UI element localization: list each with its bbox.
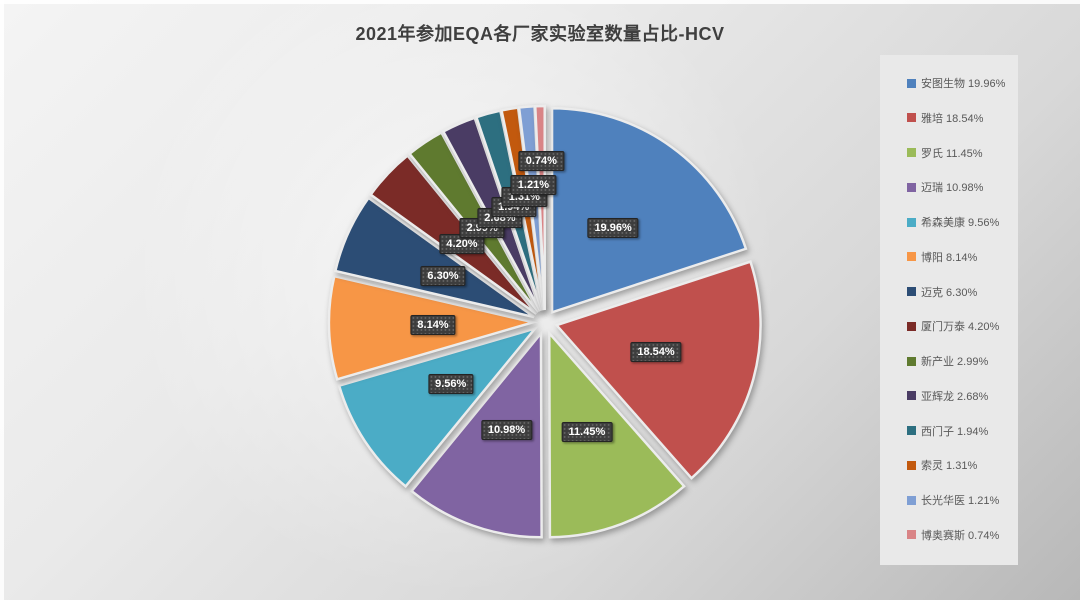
legend-item-10: 亚辉龙 2.68% xyxy=(907,388,1014,404)
legend-swatch-icon xyxy=(907,182,916,192)
legend-swatch-icon xyxy=(907,356,916,366)
legend-label: 罗氏 11.45% xyxy=(921,147,983,160)
legend-swatch-icon xyxy=(907,252,916,262)
legend-item-6: 博阳 8.14% xyxy=(907,249,1014,265)
legend-label: 新产业 2.99% xyxy=(921,356,989,369)
legend-item-4: 迈瑞 10.98% xyxy=(907,179,1014,195)
legend-label: 迈瑞 10.98% xyxy=(921,182,984,195)
pie-slice-3 xyxy=(547,329,686,539)
legend-label: 安图生物 19.96% xyxy=(921,78,1006,90)
legend-item-7: 迈克 6.30% xyxy=(907,284,1014,300)
legend-swatch-icon xyxy=(907,391,916,401)
legend-swatch-icon xyxy=(907,530,916,540)
legend-swatch-icon xyxy=(907,460,916,470)
legend-label: 索灵 1.31% xyxy=(921,460,978,473)
legend-swatch-icon xyxy=(907,217,916,227)
legend-swatch-icon xyxy=(907,321,916,331)
legend-label: 希森美康 9.56% xyxy=(921,217,1000,230)
chart-title: 2021年参加EQA各厂家实验室数量占比-HCV xyxy=(355,24,725,44)
legend-item-11: 西门子 1.94% xyxy=(907,423,1014,439)
legend-item-13: 长光华医 1.21% xyxy=(907,492,1014,508)
legend-swatch-icon xyxy=(907,495,916,505)
pie-slice-1 xyxy=(550,107,748,315)
pie-slice-2 xyxy=(554,260,762,480)
legend-item-14: 博奥赛斯 0.74% xyxy=(907,527,1014,543)
legend-label: 长光华医 1.21% xyxy=(921,495,1000,508)
pie-slice-5 xyxy=(337,326,539,489)
legend-swatch-icon xyxy=(907,78,916,88)
legend-item-3: 罗氏 11.45% xyxy=(907,145,1014,161)
legend-item-9: 新产业 2.99% xyxy=(907,353,1014,369)
legend-swatch-icon xyxy=(907,148,916,158)
legend-label: 西门子 1.94% xyxy=(921,425,989,438)
legend-label: 亚辉龙 2.68% xyxy=(921,390,989,403)
pie-slice-4 xyxy=(409,329,543,539)
legend-item-5: 希森美康 9.56% xyxy=(907,214,1014,230)
legend-swatch-icon xyxy=(907,113,916,123)
legend: 安图生物 19.96% 雅培 18.54% 罗氏 11.45% 迈瑞 10.98% 希森… xyxy=(880,55,1018,565)
legend-label: 雅培 18.54% xyxy=(921,112,984,125)
legend-label: 厦门万泰 4.20% xyxy=(921,321,1000,334)
legend-item-2: 雅培 18.54% xyxy=(907,110,1014,126)
legend-item-12: 索灵 1.31% xyxy=(907,457,1014,473)
pie-slice-7 xyxy=(333,196,535,319)
legend-swatch-icon xyxy=(907,426,916,436)
legend-item-8: 厦门万泰 4.20% xyxy=(907,318,1014,334)
legend-label: 迈克 6.30% xyxy=(921,286,978,299)
legend-label: 博奥赛斯 0.74% xyxy=(921,529,1000,542)
legend-item-1: 安图生物 19.96% xyxy=(907,75,1014,91)
legend-label: 博阳 8.14% xyxy=(921,251,978,264)
legend-swatch-icon xyxy=(907,287,916,297)
